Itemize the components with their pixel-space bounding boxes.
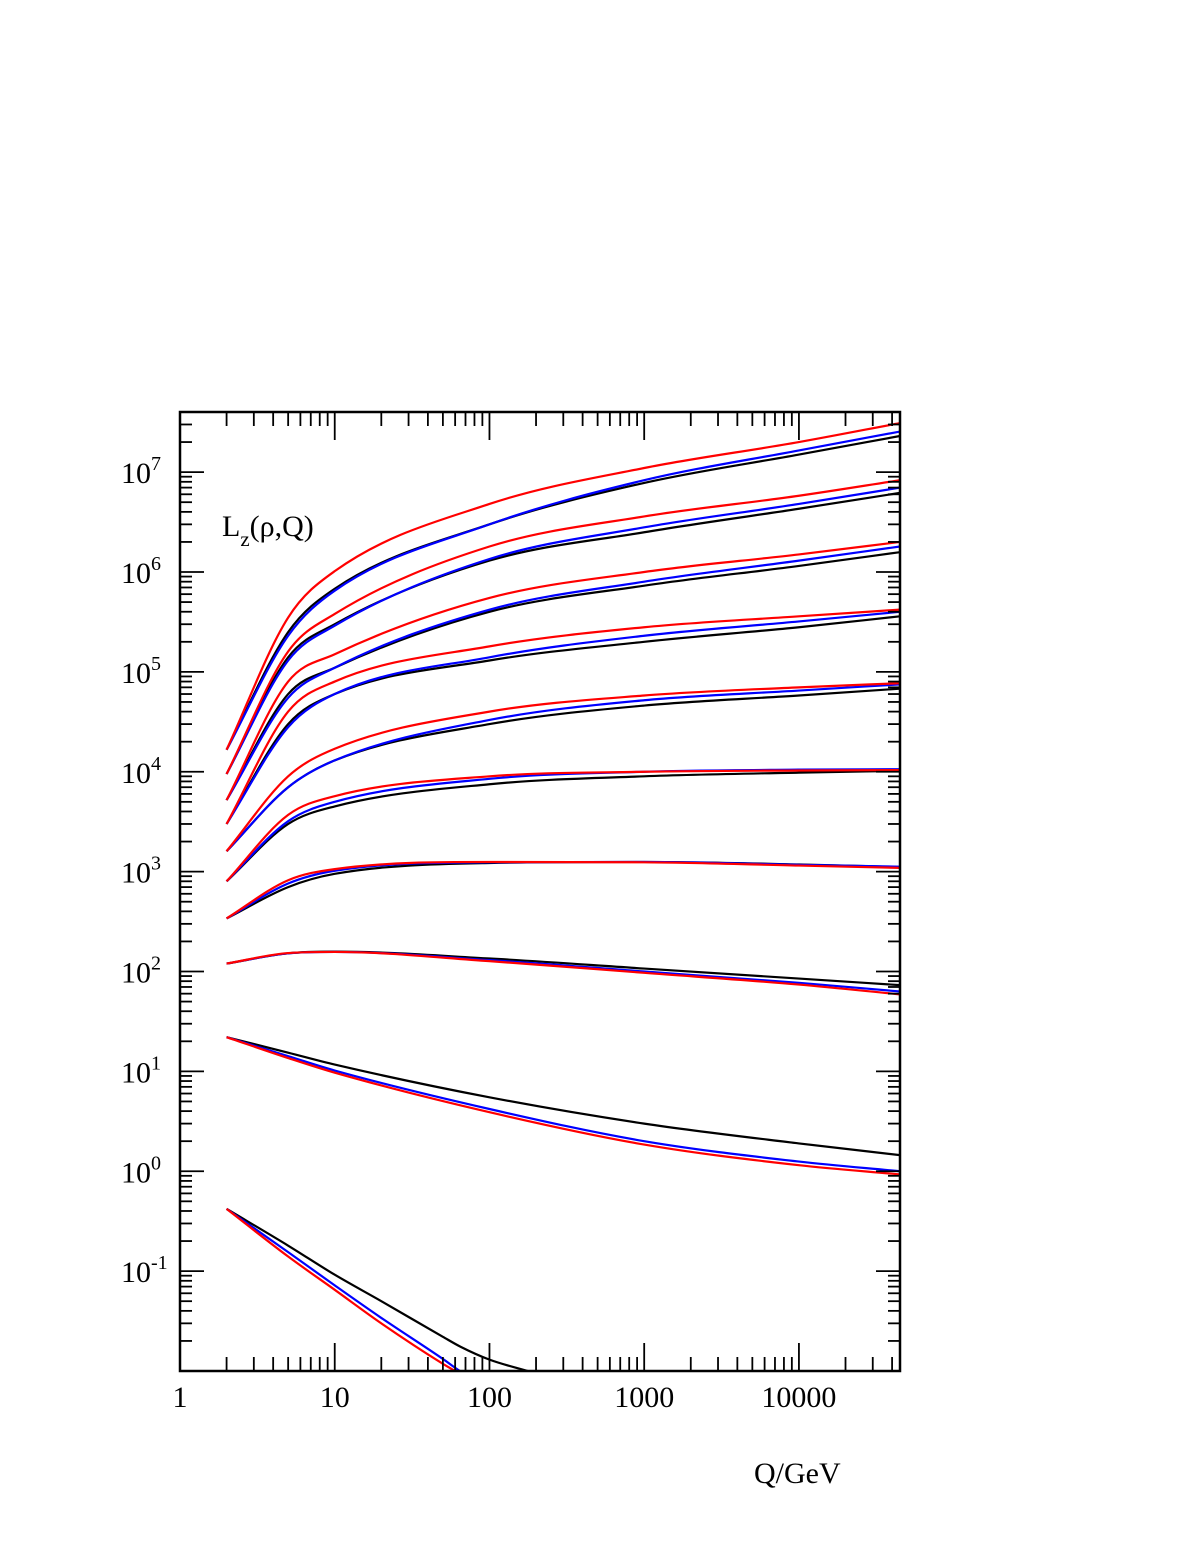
curve-2-black xyxy=(225,491,900,775)
curve-5-red xyxy=(225,682,900,852)
annotation-label: Lz(ρ,Q) xyxy=(222,510,314,551)
y-tick-base: 10 xyxy=(121,957,151,990)
curve-1-red xyxy=(225,421,900,751)
curve-4-black xyxy=(225,615,900,825)
curves-layer xyxy=(225,421,900,1371)
curve-2-blue xyxy=(225,486,900,775)
y-tick-exponent: 1 xyxy=(151,1052,161,1074)
y-tick-base: 10 xyxy=(121,857,151,890)
x-tick-label: 1000 xyxy=(614,1381,674,1414)
curve-10-blue xyxy=(225,1207,462,1371)
y-tick-base: 10 xyxy=(121,457,151,490)
y-tick-base: 10 xyxy=(121,657,151,690)
y-tick-base: 10 xyxy=(121,1256,151,1289)
curve-9-red xyxy=(226,1036,900,1176)
curve-10-red xyxy=(225,1208,458,1371)
y-tick-base: 10 xyxy=(121,1156,151,1189)
y-tick-exponent: 0 xyxy=(151,1152,161,1174)
curve-6-red xyxy=(225,768,900,883)
x-axis-label: Q/GeV xyxy=(754,1457,841,1490)
y-tick-base: 10 xyxy=(121,1056,151,1089)
curve-10-black xyxy=(226,1207,530,1371)
annotation-main: L xyxy=(222,510,240,543)
labels-layer: 1 10 100 1000 1000010-1100101102103104105106… xyxy=(121,453,836,1414)
x-tick-label: 100 xyxy=(467,1381,512,1414)
curve-9-black xyxy=(226,1036,900,1157)
curve-3-blue xyxy=(225,545,900,801)
curve-4-red xyxy=(225,608,900,825)
curve-8-red xyxy=(226,950,900,996)
curve-9-blue xyxy=(226,1036,900,1173)
curve-1-blue xyxy=(225,430,900,751)
annotation-rest: (ρ,Q) xyxy=(250,510,314,543)
y-tick-label: 10-1 xyxy=(121,1252,168,1289)
y-tick-exponent: -1 xyxy=(151,1252,168,1274)
y-tick-label: 103 xyxy=(121,853,161,890)
y-tick-label: 104 xyxy=(121,753,161,790)
y-tick-base: 10 xyxy=(121,757,151,790)
y-tick-base: 10 xyxy=(121,557,151,590)
annotation-sub: z xyxy=(240,527,249,551)
y-tick-label: 102 xyxy=(121,953,161,990)
y-tick-label: 105 xyxy=(121,653,161,690)
y-tick-label: 100 xyxy=(121,1152,161,1189)
curve-5-blue xyxy=(225,683,900,853)
x-tick-label: 1 xyxy=(173,1381,188,1414)
y-tick-exponent: 3 xyxy=(151,853,161,875)
curve-7-red xyxy=(225,860,900,920)
curve-6-black xyxy=(225,769,900,883)
y-tick-label: 107 xyxy=(121,453,161,490)
y-tick-label: 101 xyxy=(121,1052,161,1089)
y-tick-exponent: 7 xyxy=(151,453,161,475)
curve-4-blue xyxy=(225,610,900,825)
curve-3-black xyxy=(225,551,900,801)
curve-2-red xyxy=(225,479,900,775)
y-tick-exponent: 6 xyxy=(151,553,161,575)
y-tick-exponent: 2 xyxy=(151,953,161,975)
y-tick-exponent: 4 xyxy=(151,753,161,775)
x-tick-label: 10000 xyxy=(761,1381,836,1414)
ticks-layer xyxy=(179,411,900,1372)
x-tick-label: 10 xyxy=(320,1381,350,1414)
y-tick-exponent: 5 xyxy=(151,653,161,675)
curve-3-red xyxy=(225,540,900,801)
plot-frame xyxy=(178,410,902,1373)
y-tick-label: 106 xyxy=(121,553,161,590)
